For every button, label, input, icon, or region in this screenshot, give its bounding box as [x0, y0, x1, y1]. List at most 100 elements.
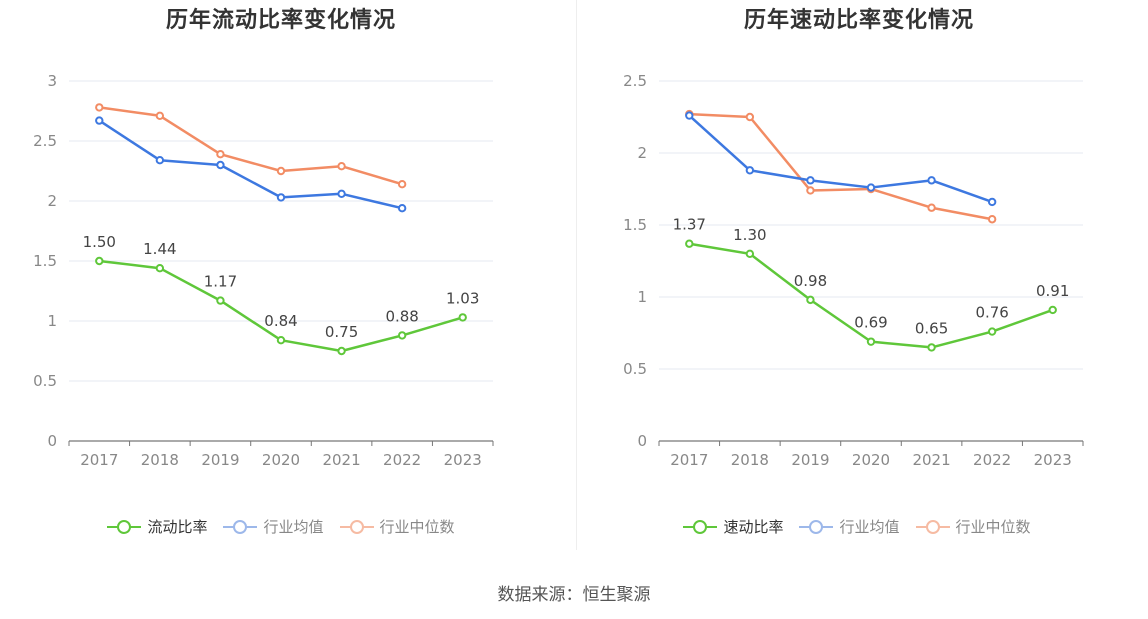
data-point [866, 337, 876, 346]
data-label: 1.03 [446, 289, 479, 307]
y-tick-label: 1.5 [33, 252, 57, 270]
data-point [745, 166, 755, 175]
data-point [927, 343, 936, 352]
data-label: 0.84 [264, 312, 297, 330]
data-point [806, 176, 815, 185]
legend-marker-icon [799, 519, 834, 535]
y-tick-label: 0.5 [623, 360, 647, 378]
legend-item-industry-mean[interactable]: 行业均值 [223, 516, 324, 537]
panel-divider [576, 0, 577, 550]
data-point [806, 295, 815, 305]
current-ratio-chart: 0 0.5 1 1.5 2 2.5 3 2017 2018 2019 2020 2021 2022 202… [33, 72, 494, 469]
y-tick-label: 1 [637, 288, 647, 306]
legend-label: 流动比率 [147, 518, 208, 536]
data-point [806, 186, 815, 195]
data-point [155, 264, 165, 273]
data-label: 1.17 [204, 273, 237, 291]
x-tick-label: 2019 [201, 451, 239, 469]
data-point [155, 111, 165, 121]
chart-title: 历年速动比率变化情况 [743, 8, 974, 33]
data-point [95, 103, 104, 112]
legend-item-quick-ratio[interactable]: 速动比率 [683, 516, 783, 537]
x-tick-label: 2021 [912, 451, 950, 469]
x-tick-label: 2017 [670, 451, 708, 469]
data-label: 0.91 [1036, 282, 1069, 300]
y-tick-label: 2 [47, 192, 57, 210]
data-point [276, 336, 286, 345]
legend-label: 行业均值 [263, 518, 324, 536]
data-point [276, 166, 286, 176]
data-point [745, 249, 755, 259]
legend: 流动比率 行业均值 行业中位数 [0, 516, 568, 537]
legend-item-current-ratio[interactable]: 流动比率 [107, 516, 207, 537]
data-label: 0.75 [325, 323, 358, 341]
data-point [397, 331, 407, 340]
data-point [987, 215, 997, 224]
legend-marker-icon [339, 519, 374, 535]
quick-ratio-chart: 0 0.5 1 1.5 2 2.5 2017 2018 2019 2020 2021 2022 2023… [623, 72, 1084, 469]
data-point [458, 313, 467, 322]
data-point [216, 160, 225, 170]
legend-item-industry-mean[interactable]: 行业均值 [799, 516, 900, 537]
data-point [866, 183, 876, 192]
x-tick-label: 2018 [731, 451, 769, 469]
y-tick-label: 1 [47, 312, 57, 330]
quick-ratio-panel: 历年速动比率变化情况 0 0.5 1 1.5 2 2.5 2017 2018 2019 2020 2… [574, 0, 1148, 560]
legend-marker-icon [915, 519, 950, 535]
y-tick-label: 0 [637, 432, 647, 450]
legend-label: 速动比率 [723, 518, 784, 536]
y-tick-label: 2 [637, 144, 647, 162]
data-point [927, 176, 936, 185]
data-point [685, 111, 694, 120]
data-label: 1.44 [143, 240, 176, 258]
data-point [397, 180, 407, 189]
data-point [216, 150, 225, 159]
data-source: 数据来源：恒生聚源 [497, 585, 651, 605]
data-point [95, 256, 104, 266]
data-point [155, 156, 165, 165]
x-tick-label: 2019 [791, 451, 829, 469]
data-point [337, 189, 346, 199]
x-tick-label: 2018 [141, 451, 179, 469]
current-ratio-panel: 历年流动比率变化情况 0 0.5 1 1.5 2 2.5 3 2017 2018 2019 2020… [0, 0, 574, 560]
data-point [987, 327, 997, 336]
data-point [95, 116, 104, 125]
y-tick-label: 3 [47, 72, 57, 90]
legend-item-industry-median[interactable]: 行业中位数 [915, 516, 1031, 537]
y-tick-label: 0.5 [33, 372, 57, 390]
data-label: 1.50 [83, 233, 116, 251]
x-tick-label: 2023 [1034, 451, 1072, 469]
legend-item-industry-median[interactable]: 行业中位数 [339, 516, 455, 537]
series-line [689, 112, 993, 221]
legend-marker-icon [107, 519, 142, 535]
data-label: 1.30 [733, 226, 766, 244]
legend-marker-icon [683, 519, 718, 535]
data-point [745, 112, 755, 122]
y-tick-label: 2.5 [623, 72, 647, 90]
data-point [927, 203, 936, 212]
data-point [987, 197, 997, 207]
series-line [98, 119, 403, 210]
data-label: 0.65 [915, 319, 948, 337]
data-point [1048, 305, 1057, 315]
data-label: 0.76 [975, 304, 1008, 322]
x-tick-label: 2022 [973, 451, 1011, 469]
series-line [689, 242, 1054, 349]
legend-label: 行业均值 [839, 518, 900, 536]
x-tick-label: 2020 [262, 451, 300, 469]
data-point [276, 193, 286, 202]
series-line [99, 106, 403, 186]
data-point [337, 346, 346, 356]
y-tick-label: 1.5 [623, 216, 647, 234]
legend-marker-icon [223, 519, 258, 535]
series-line [688, 114, 993, 204]
legend-label: 行业中位数 [379, 518, 455, 536]
data-label: 0.69 [854, 314, 887, 332]
data-label: 1.37 [673, 216, 706, 234]
x-tick-label: 2020 [852, 451, 890, 469]
data-point [397, 204, 407, 213]
x-tick-label: 2023 [444, 451, 482, 469]
data-label: 0.98 [794, 272, 827, 290]
y-tick-label: 2.5 [33, 132, 57, 150]
data-label: 0.88 [385, 307, 418, 325]
